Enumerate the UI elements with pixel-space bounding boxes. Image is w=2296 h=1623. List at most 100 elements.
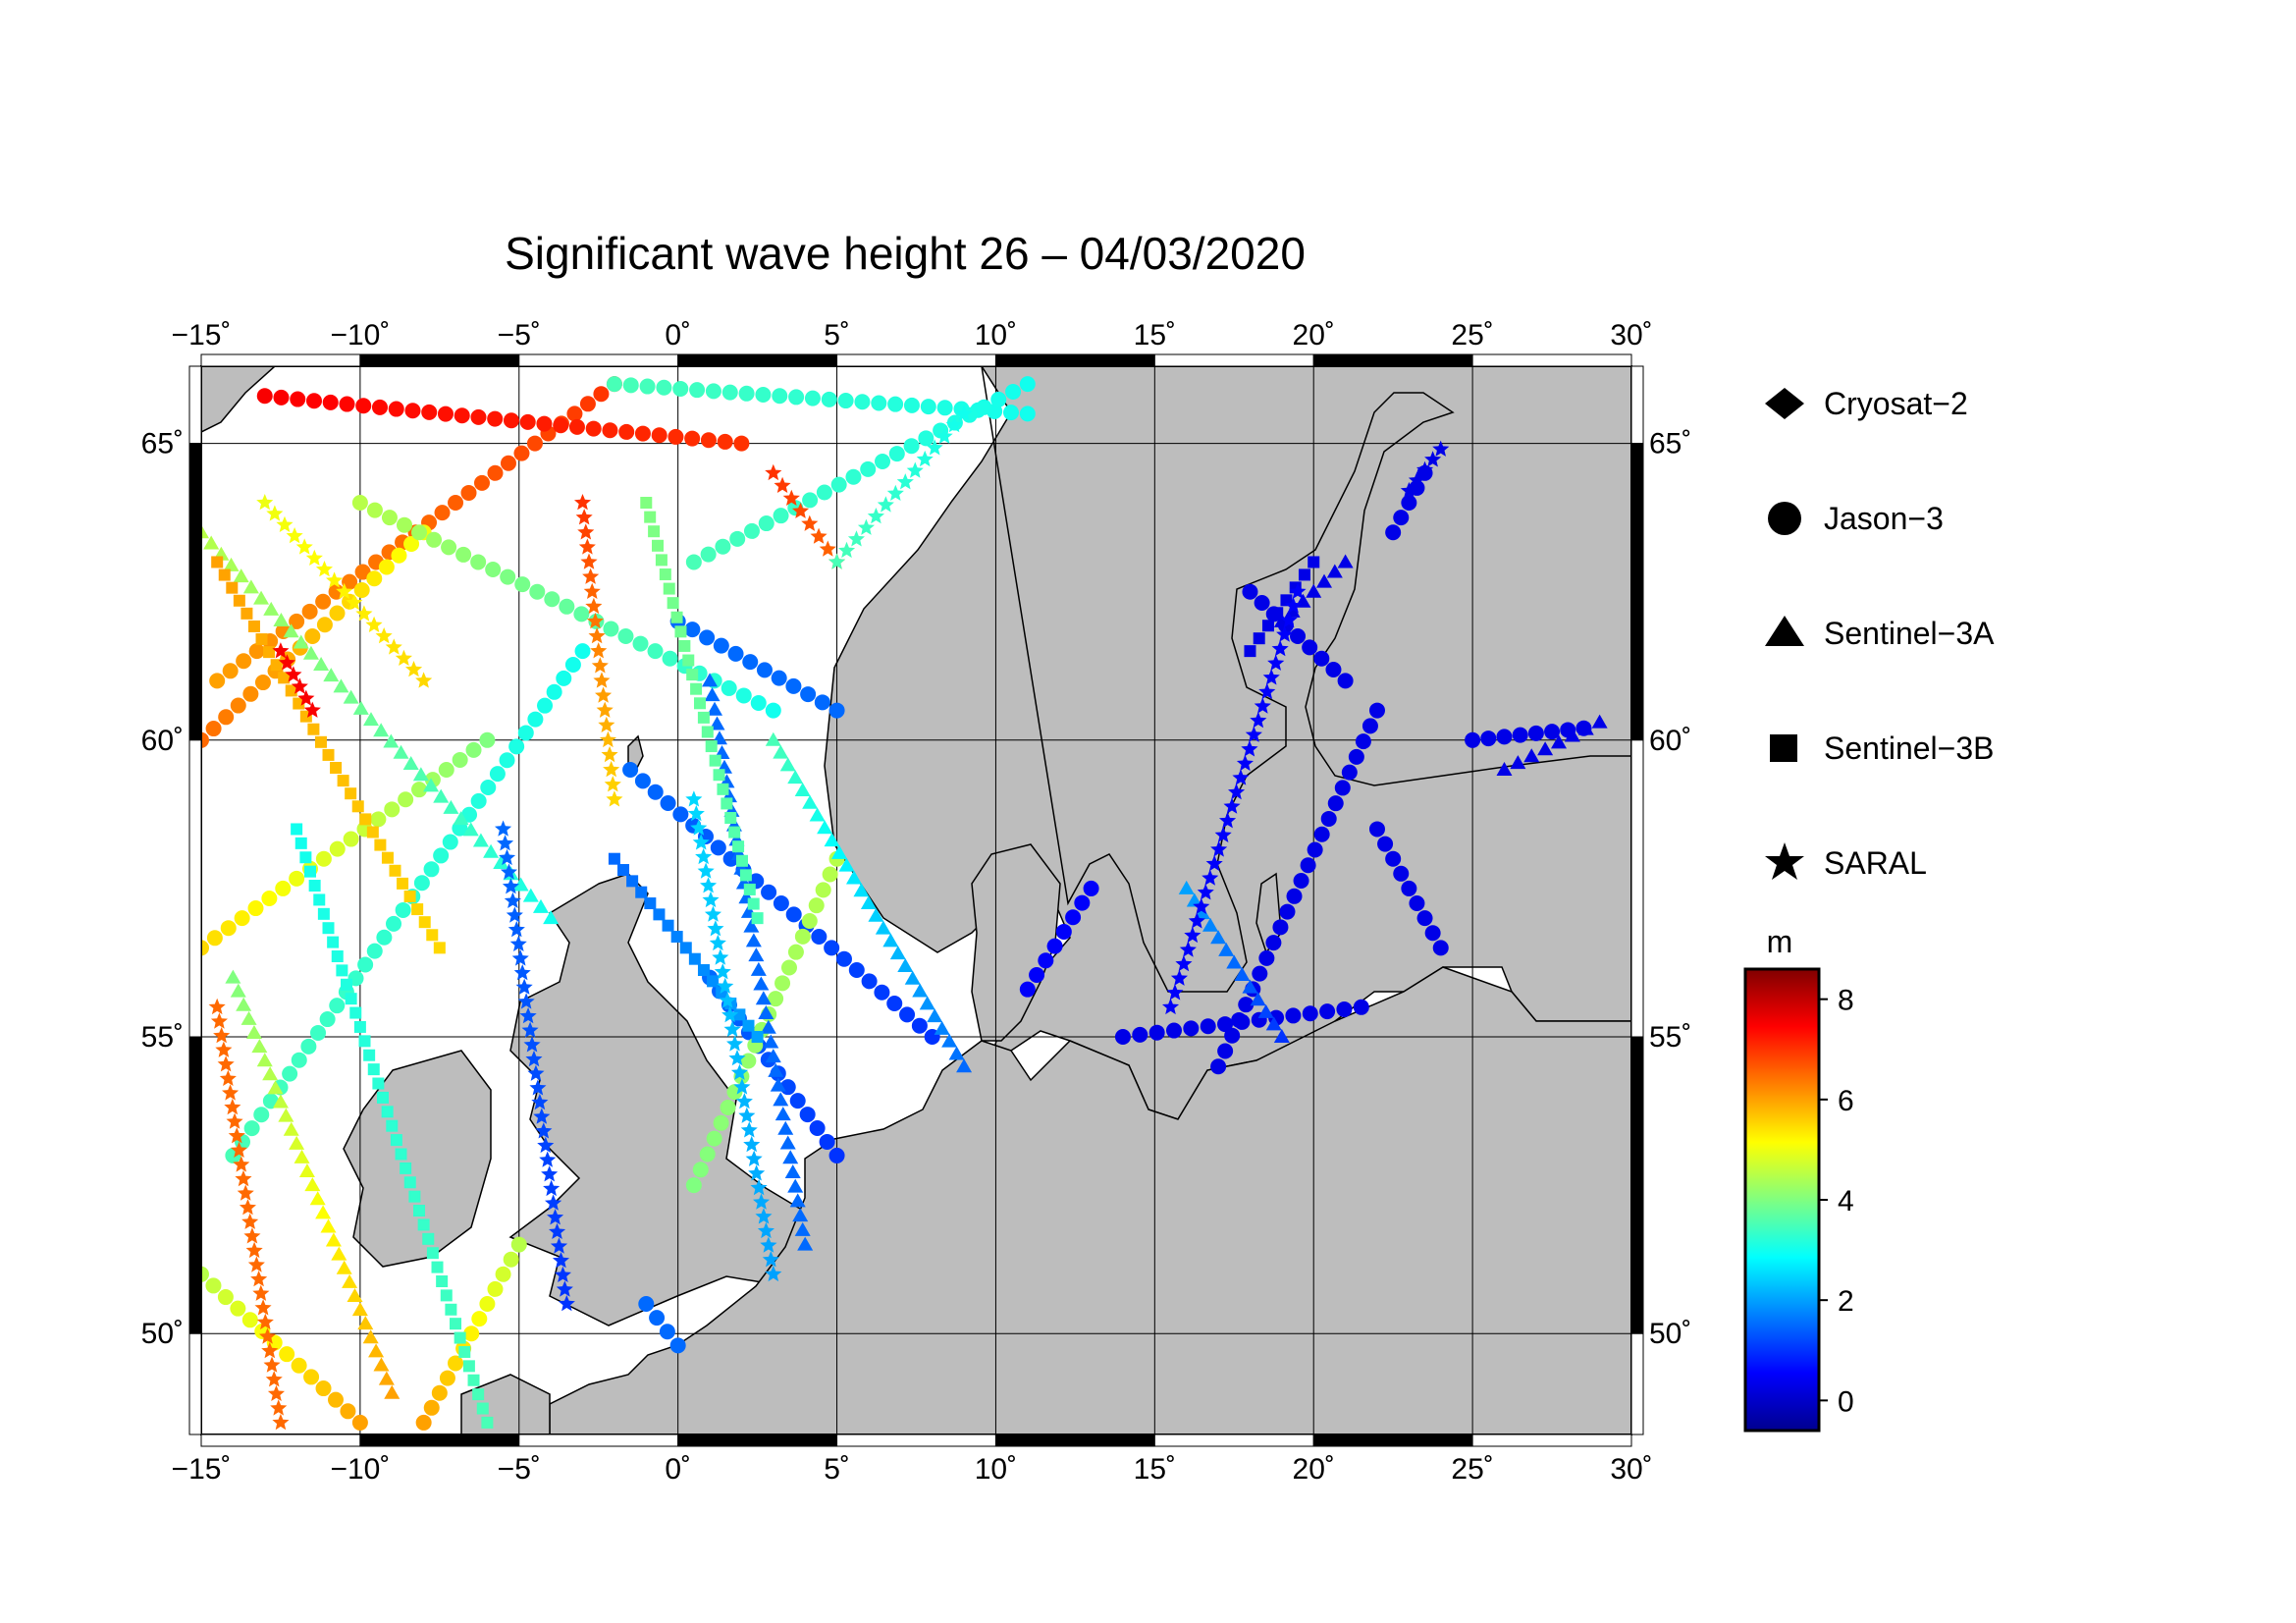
wave-height-star (1250, 712, 1267, 729)
wave-height-triangle (745, 933, 762, 947)
wave-height-circle (537, 697, 554, 714)
wave-height-triangle (331, 1246, 347, 1261)
wave-height-star (697, 862, 715, 879)
legend-item-cryosat: Cryosat−2 (1765, 386, 1968, 421)
wave-height-triangle (1265, 1016, 1282, 1031)
wave-height-circle (713, 637, 729, 654)
wave-height-triangle (1178, 880, 1195, 894)
wave-height-star (726, 1035, 744, 1052)
wave-height-triangle (838, 857, 855, 872)
wave-height-star (735, 1093, 753, 1109)
wave-height-star (695, 847, 713, 865)
wave-height-star (1205, 854, 1223, 872)
frame-bottom-segment (677, 1434, 838, 1447)
wave-height-star (254, 1299, 272, 1316)
wave-height-square (481, 1416, 494, 1429)
wave-height-circle (622, 762, 639, 779)
wave-height-circle (835, 950, 852, 967)
wave-height-circle (1368, 702, 1385, 719)
wave-height-circle (517, 725, 534, 741)
wave-height-circle (243, 1120, 260, 1137)
wave-height-square (693, 697, 706, 710)
wave-height-square (713, 769, 725, 782)
wave-height-triangle (315, 1205, 332, 1219)
wave-height-square (317, 907, 330, 920)
wave-height-circle (391, 547, 407, 564)
wave-height-circle (1046, 938, 1063, 954)
wave-height-star (757, 1221, 774, 1239)
wave-height-triangle (704, 687, 721, 702)
wave-height-star (507, 921, 525, 938)
wave-height-circle (310, 1024, 327, 1041)
wave-height-star (782, 489, 800, 506)
wave-height-circle (710, 839, 726, 856)
wave-height-star (237, 1184, 254, 1201)
wave-height-circle (398, 791, 414, 808)
wave-height-circle (396, 516, 412, 533)
legend-label: Sentinel−3A (1824, 616, 1995, 651)
wave-height-star (1408, 471, 1425, 488)
lon-tick-label-top: 25˚ (1451, 319, 1493, 352)
wave-height-triangle (293, 634, 309, 649)
wave-height-triangle (702, 673, 719, 687)
frame-bottom-segment (200, 1434, 361, 1447)
wave-height-circle (755, 387, 772, 404)
wave-height-circle (500, 455, 516, 471)
wave-height-circle (802, 492, 819, 509)
wave-height-star (515, 978, 533, 995)
lon-tick-label-top: −15˚ (172, 319, 232, 352)
wave-height-square (1298, 568, 1310, 581)
wave-height-circle (1217, 1016, 1234, 1033)
frame-right-segment (1630, 1036, 1644, 1334)
wave-height-circle (315, 850, 332, 867)
wave-height-triangle (860, 895, 877, 910)
wave-height-star (385, 638, 402, 655)
wave-height-square (417, 1218, 430, 1231)
wave-height-triangle (294, 1149, 310, 1163)
wave-height-star (1175, 955, 1193, 972)
wave-height-circle (602, 422, 618, 439)
wave-height-star (1179, 941, 1197, 957)
satellite-tracks (201, 376, 1608, 1431)
wave-height-square (426, 1247, 439, 1260)
frame-left-segment (188, 1332, 202, 1435)
wave-height-star (259, 1327, 277, 1344)
wave-height-star (578, 538, 596, 555)
wave-height-circle (875, 453, 891, 469)
wave-height-star (375, 627, 393, 644)
wave-height-circle (1254, 595, 1270, 612)
wave-height-circle (721, 384, 738, 401)
wave-height-star (523, 1036, 541, 1053)
axis-tick-labels: −15˚ −15˚ −10˚ −10˚ −5˚ −5˚ 0˚ 0˚ 5˚ 5˚ 10˚ 10˚ 15˚ 1… (141, 319, 1692, 1486)
wave-height-triangle (763, 1034, 779, 1049)
wave-height-square (263, 646, 276, 659)
lon-tick-label-top: 30˚ (1610, 319, 1652, 352)
wave-height-star (603, 761, 620, 778)
wave-height-circle (205, 1277, 222, 1294)
wave-height-circle (544, 591, 561, 608)
wave-height-star (838, 541, 856, 559)
wave-height-square (1244, 645, 1256, 658)
wave-height-triangle (897, 957, 914, 972)
wave-height-square (336, 964, 348, 977)
wave-height-circle (339, 396, 355, 412)
frame-bottom-segment (1312, 1434, 1473, 1447)
wave-height-circle (1132, 1026, 1148, 1043)
wave-height-circle (828, 702, 845, 719)
wave-height-triangle (743, 918, 760, 933)
wave-height-circle (201, 731, 209, 748)
wave-height-circle (371, 399, 388, 415)
wave-height-circle (1210, 1058, 1227, 1075)
lon-tick-label-top: 0˚ (665, 319, 691, 352)
wave-height-circle (433, 847, 450, 864)
wave-height-star (1289, 582, 1307, 599)
wave-height-square (386, 1119, 399, 1132)
wave-height-circle (721, 679, 737, 696)
wave-height-square (278, 672, 291, 684)
wave-height-triangle (912, 983, 929, 998)
wave-height-square (322, 748, 335, 761)
wave-height-circle (222, 663, 239, 679)
wave-height-triangle (242, 579, 259, 594)
wave-height-circle (824, 940, 840, 956)
wave-height-star (595, 686, 613, 703)
